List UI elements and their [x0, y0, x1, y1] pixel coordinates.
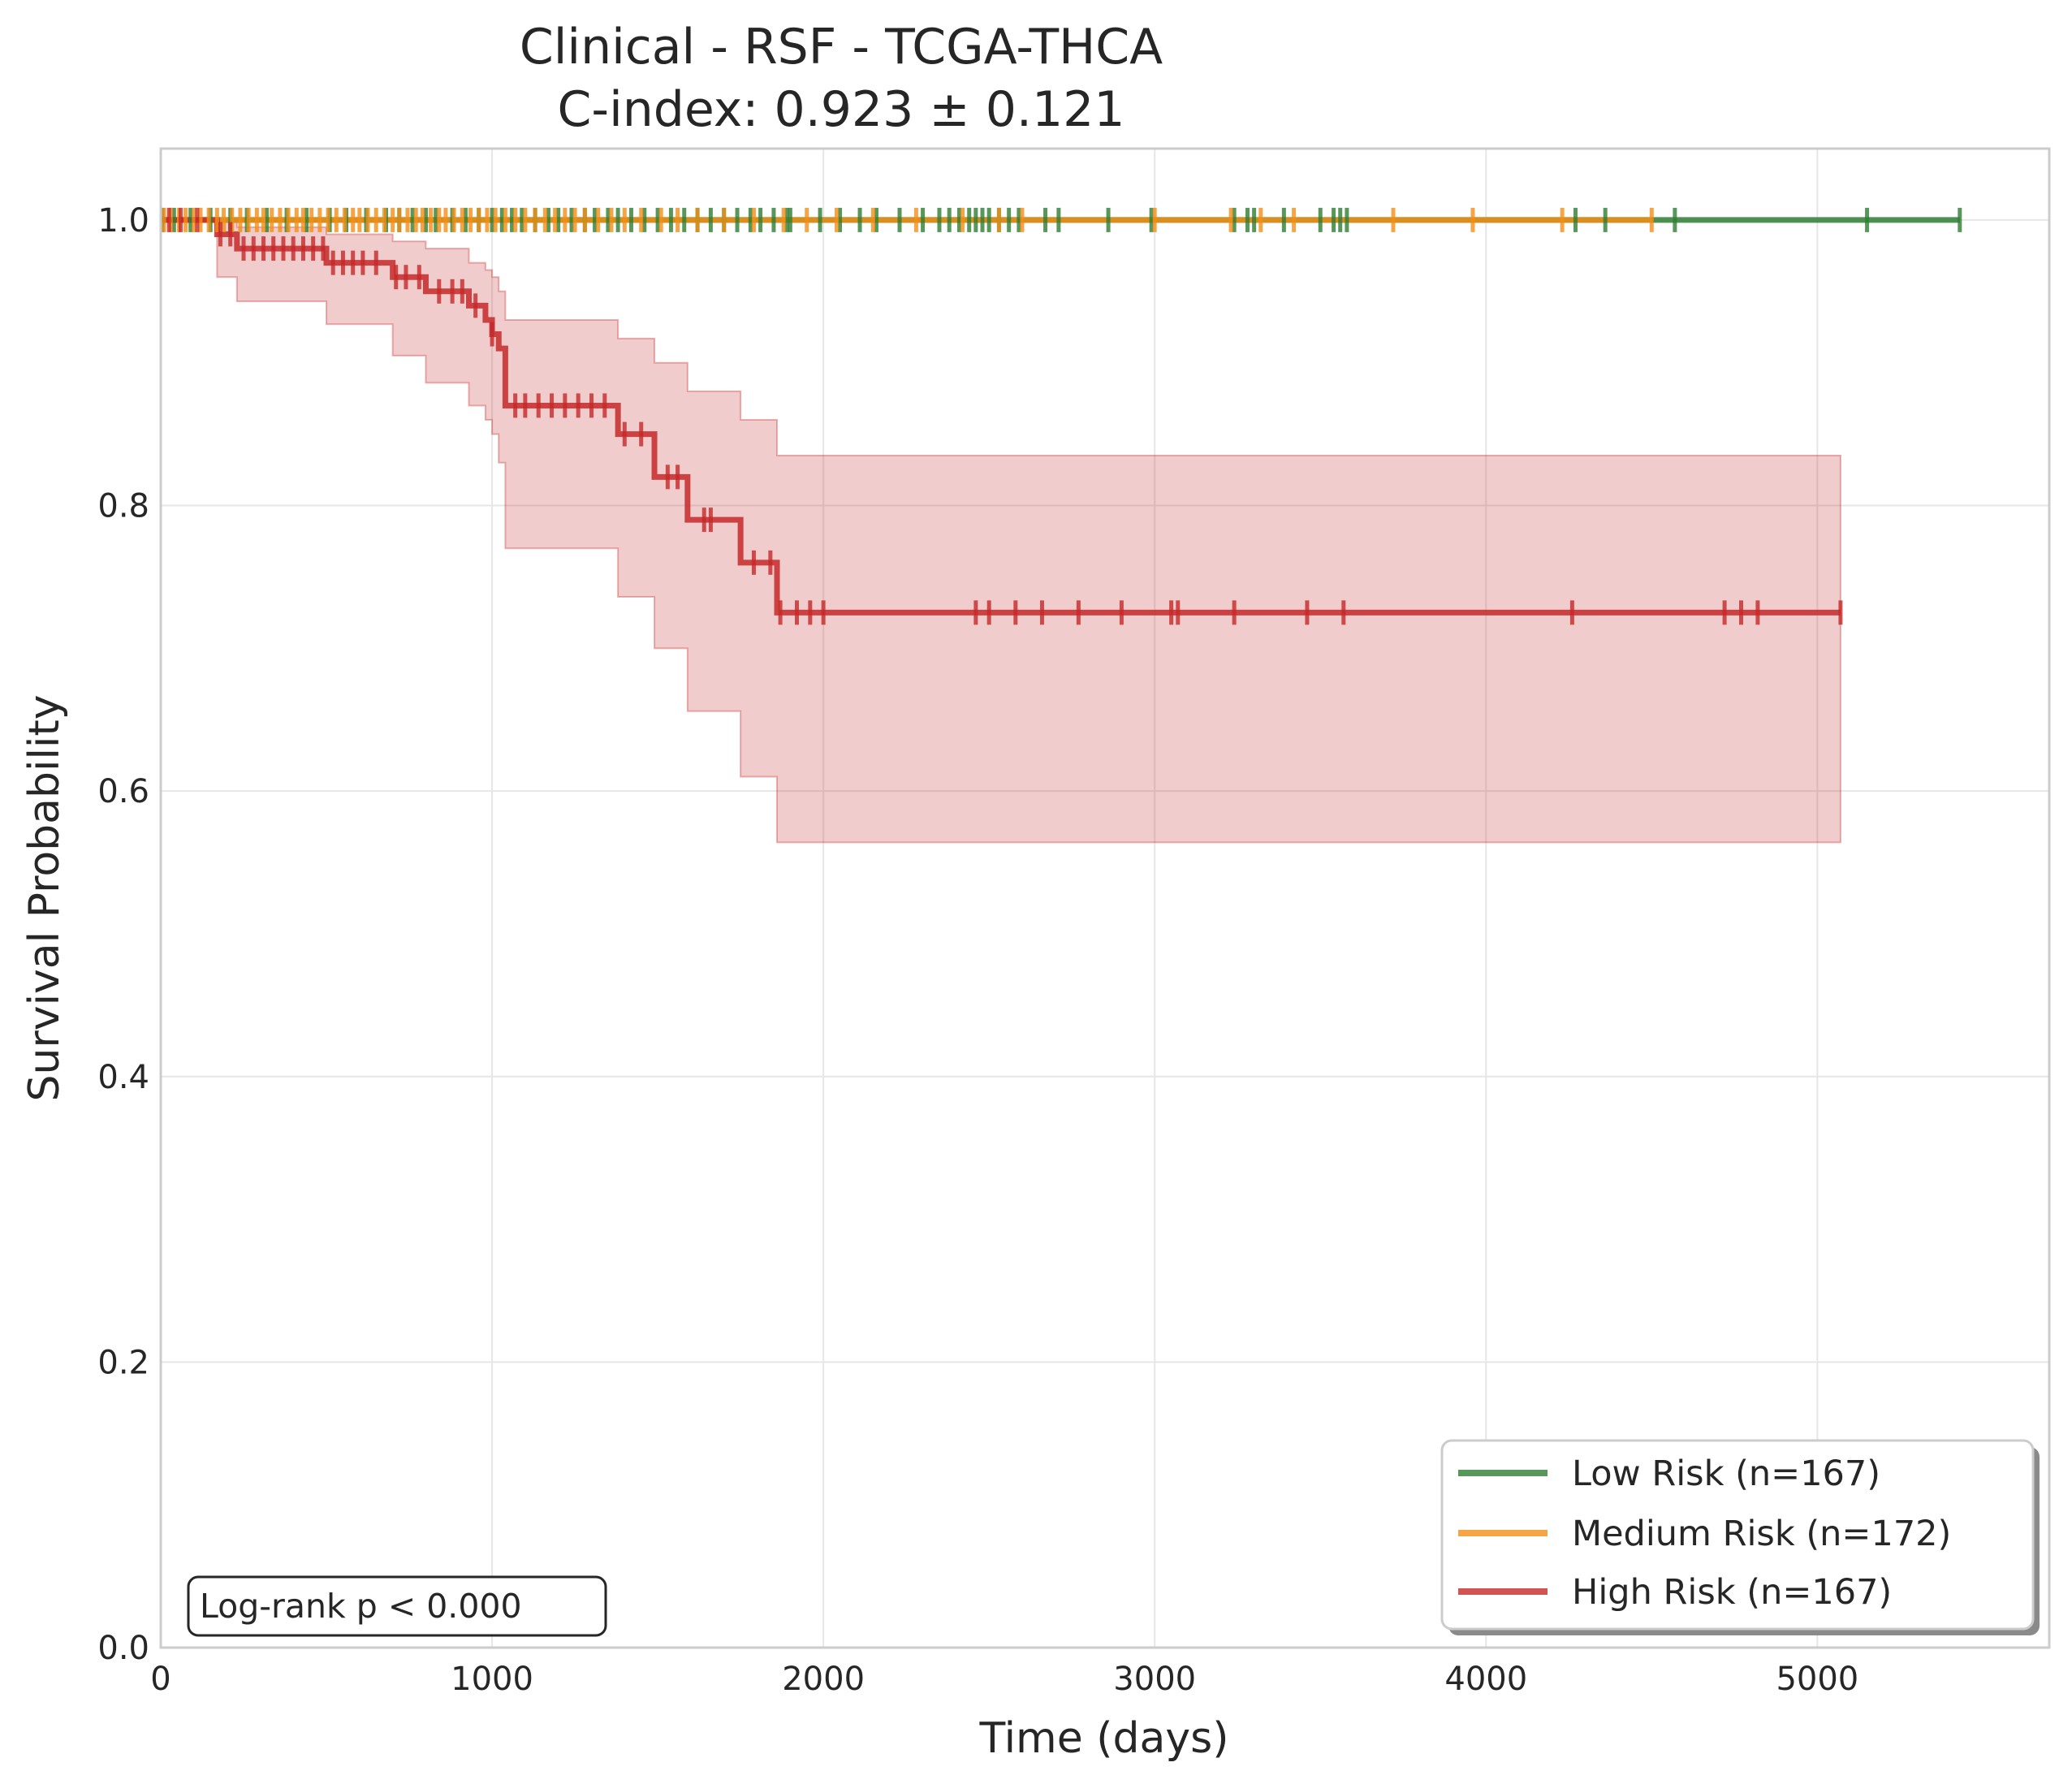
- x-tick-label: 2000: [782, 1661, 865, 1698]
- y-tick-label: 0.2: [97, 1344, 149, 1381]
- logrank-annotation: Log-rank p < 0.000: [187, 1575, 607, 1637]
- y-tick-label: 1.0: [97, 202, 149, 240]
- y-tick-label: 0.4: [97, 1059, 149, 1096]
- legend-label-medium: Medium Risk (n=172): [1572, 1514, 1951, 1554]
- annotation-box: [187, 1575, 607, 1637]
- x-tick-label: 1000: [451, 1661, 533, 1698]
- x-tick-label: 4000: [1444, 1661, 1527, 1698]
- y-tick-label: 0.6: [97, 773, 149, 810]
- confidence-bands: [161, 218, 1841, 844]
- plot-frame: [159, 147, 2051, 1649]
- x-axis-ticks: 0 1000 2000 3000 4000 5000: [150, 1661, 1858, 1698]
- x-axis-label: Time (days): [978, 1714, 1228, 1763]
- y-axis-label: Survival Probability: [20, 694, 69, 1101]
- legend-box: [1440, 1439, 2035, 1631]
- x-tick-label: 3000: [1113, 1661, 1196, 1698]
- chart-subtitle: C-index: 0.923 ± 0.121: [558, 81, 1125, 138]
- y-axis-ticks: 0.0 0.2 0.4 0.6 0.8 1.0: [97, 202, 149, 1667]
- y-tick-label: 0.8: [97, 488, 149, 525]
- censor-marks: [160, 207, 1962, 625]
- legend-label-high: High Risk (n=167): [1572, 1572, 1892, 1613]
- x-tick-label: 0: [150, 1661, 171, 1698]
- ci-band-high: [161, 218, 1841, 844]
- chart-title: Clinical - RSF - TCGA-THCA: [520, 19, 1163, 76]
- grid: [160, 149, 2049, 1648]
- legend: Low Risk (n=167) Medium Risk (n=172) Hig…: [1440, 1439, 2040, 1635]
- annotation-text: Log-rank p < 0.000: [200, 1587, 522, 1626]
- x-tick-label: 5000: [1776, 1661, 1858, 1698]
- y-tick-label: 0.0: [97, 1630, 149, 1667]
- legend-label-low: Low Risk (n=167): [1572, 1454, 1880, 1494]
